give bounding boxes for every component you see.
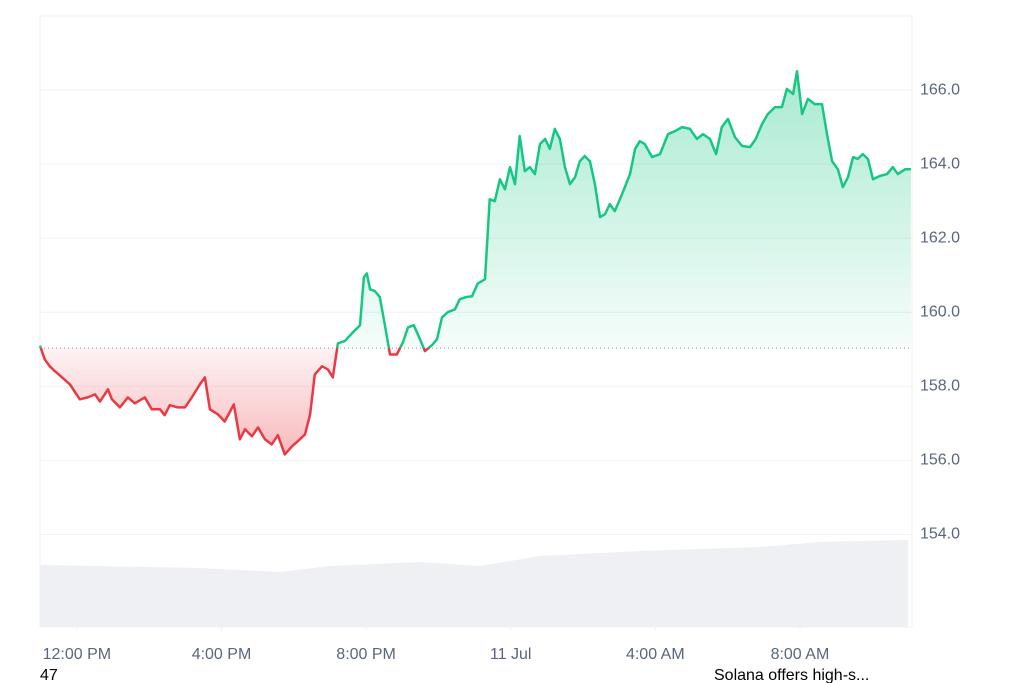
y-tick-label: 156.0 <box>920 452 960 469</box>
y-tick-label: 154.0 <box>920 526 960 543</box>
y-tick-label: 158.0 <box>920 378 960 395</box>
price-area <box>40 71 911 455</box>
x-tick-label: 4:00 AM <box>626 646 685 663</box>
y-tick-label: 164.0 <box>920 155 960 172</box>
x-tick-label: 8:00 PM <box>336 646 396 663</box>
y-tick-label: 166.0 <box>920 81 960 98</box>
y-tick-label: 160.0 <box>920 303 960 320</box>
price-line <box>38 69 911 456</box>
x-tick-label: 11 Jul <box>490 646 532 663</box>
footer-left: 47 <box>40 667 58 683</box>
plot-frame <box>39 15 913 628</box>
footer-right: Solana offers high-s... <box>714 667 869 683</box>
x-tick-label: 4:00 PM <box>192 646 252 663</box>
x-tick-label: 8:00 AM <box>771 646 830 663</box>
volume-area <box>40 540 908 627</box>
y-tick-label: 162.0 <box>920 229 960 246</box>
x-tick-label: 12:00 PM <box>43 646 111 663</box>
